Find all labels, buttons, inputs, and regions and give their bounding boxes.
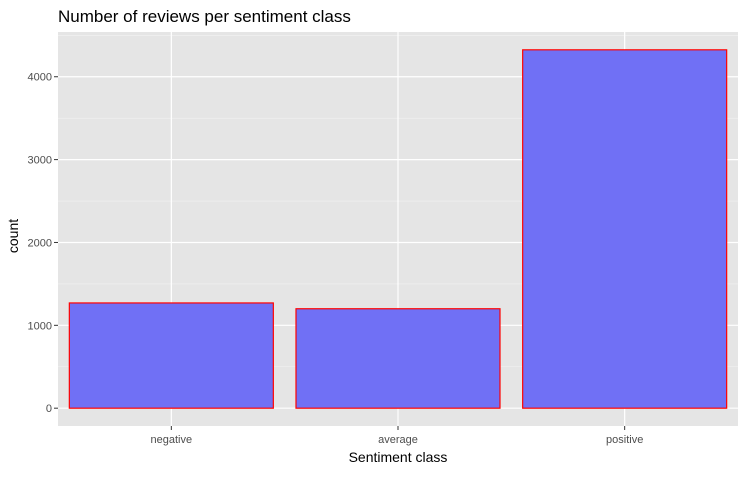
bar-negative [68, 302, 274, 409]
y-tick-label: 1000 [28, 320, 52, 332]
y-axis-title: count [5, 219, 21, 253]
y-tick-label: 0 [46, 403, 52, 415]
y-tick-label: 3000 [28, 155, 52, 167]
y-tick-label: 4000 [28, 72, 52, 84]
x-tick-label-positive: positive [606, 434, 643, 446]
x-tick-label-negative: negative [151, 434, 193, 446]
x-axis-title: Sentiment class [349, 449, 448, 465]
bars-group [68, 49, 728, 409]
bar-average [295, 308, 501, 409]
chart-title: Number of reviews per sentiment class [58, 7, 351, 26]
bar-positive [522, 49, 728, 409]
x-axis: negative average positive [151, 426, 643, 446]
y-tick-label: 2000 [28, 237, 52, 249]
x-tick-label-average: average [378, 434, 418, 446]
y-axis: 0 1000 2000 3000 4000 [28, 72, 58, 415]
